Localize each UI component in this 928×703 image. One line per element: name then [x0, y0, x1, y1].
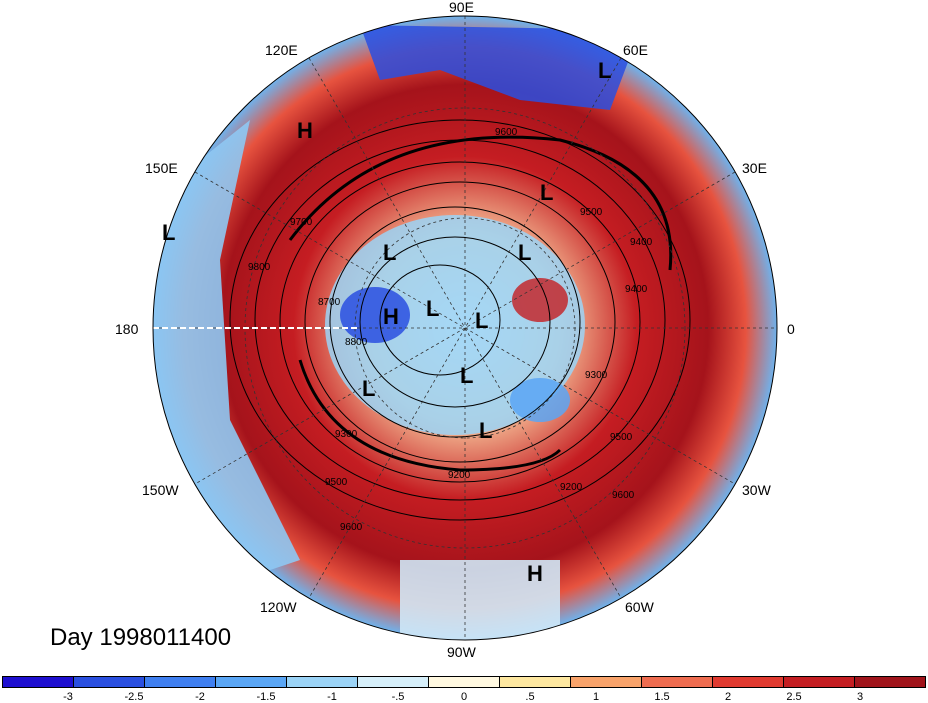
low-center-marker: L: [362, 376, 376, 401]
colorbar-swatch: [784, 677, 855, 687]
colorbar-swatch: [358, 677, 429, 687]
high-center-marker: H: [297, 118, 313, 143]
contour-label: 9300: [335, 429, 358, 440]
colorbar-swatch: [3, 677, 74, 687]
colorbar-tick-label: 3: [856, 691, 864, 703]
anomaly-negative-north: [360, 25, 640, 110]
colorbar-swatch: [429, 677, 500, 687]
colorbar-tick-label: -2.5: [124, 691, 144, 703]
colorbar-tick-label: 2.5: [786, 691, 802, 703]
low-center-marker: L: [426, 296, 440, 321]
colorbar-swatch: [713, 677, 784, 687]
contour-label: 9500: [325, 477, 348, 488]
low-center-marker: L: [518, 240, 532, 265]
contour-label: 9400: [630, 237, 653, 248]
lon-label-150e: 150E: [145, 160, 178, 176]
contour-label: 9500: [580, 207, 603, 218]
lon-label-30e: 30E: [742, 160, 767, 176]
colorbar-tick-label: -3: [63, 691, 73, 703]
contour-label: 9600: [340, 522, 363, 533]
contour-label: 9600: [612, 490, 635, 501]
low-center-marker: L: [540, 180, 554, 205]
colorbar-swatch: [287, 677, 358, 687]
high-center-marker: H: [383, 304, 399, 329]
lon-label-120w: 120W: [260, 599, 297, 615]
contour-label: 9200: [560, 482, 583, 493]
contour-label: 9600: [495, 127, 518, 138]
colorbar-swatch: [145, 677, 216, 687]
contour-label: 8800: [345, 337, 368, 348]
low-center-marker: L: [475, 308, 489, 333]
low-center-marker: L: [479, 418, 493, 443]
lon-label-90w: 90W: [447, 644, 476, 660]
contour-label: 9500: [610, 432, 633, 443]
contour-label: 8700: [318, 297, 341, 308]
colorbar-swatch: [642, 677, 713, 687]
colorbar-swatch: [571, 677, 642, 687]
colorbar-tick-label: -1: [327, 691, 337, 703]
polar-cap: [325, 215, 585, 435]
lon-label-60e: 60E: [623, 42, 648, 58]
anomaly-neutral-south: [400, 560, 560, 640]
colorbar-tick-label: -1.5: [256, 691, 276, 703]
colorbar-tick-label: -2: [195, 691, 205, 703]
contour-label: 9800: [248, 262, 271, 273]
colorbar-swatch: [855, 677, 925, 687]
colorbar-tick-label: 1.5: [654, 691, 670, 703]
colorbar-tick-label: 1: [592, 691, 600, 703]
contour-label: 9300: [585, 370, 608, 381]
colorbar: [2, 676, 926, 688]
lon-label-150w: 150W: [142, 482, 179, 498]
low-center-marker: L: [162, 220, 176, 245]
low-center-marker: L: [383, 240, 397, 265]
contour-label: 9200: [448, 470, 471, 481]
lon-label-120e: 120E: [265, 42, 298, 58]
contour-label: 9400: [625, 284, 648, 295]
lon-label-90e: 90E: [449, 0, 474, 15]
colorbar-tick-label: 2: [724, 691, 732, 703]
high-center-marker: H: [527, 561, 543, 586]
map-boundary: [152, 15, 778, 641]
colorbar-tick-label: 0: [460, 691, 468, 703]
colorbar-swatch: [216, 677, 287, 687]
low-center-marker: L: [460, 363, 474, 388]
colorbar-tick-label: -.5: [391, 691, 405, 703]
lon-label-0: 0: [787, 321, 795, 337]
colorbar-tick-label: .5: [525, 691, 535, 703]
date-label: Day 1998011400: [50, 624, 232, 651]
low-center-marker: L: [598, 58, 612, 83]
contour-label: 9700: [290, 217, 313, 228]
lon-label-60w: 60W: [625, 599, 654, 615]
colorbar-swatch: [74, 677, 145, 687]
lon-label-180: 180: [115, 321, 139, 337]
colorbar-swatch: [500, 677, 571, 687]
lon-label-30w: 30W: [742, 482, 771, 498]
